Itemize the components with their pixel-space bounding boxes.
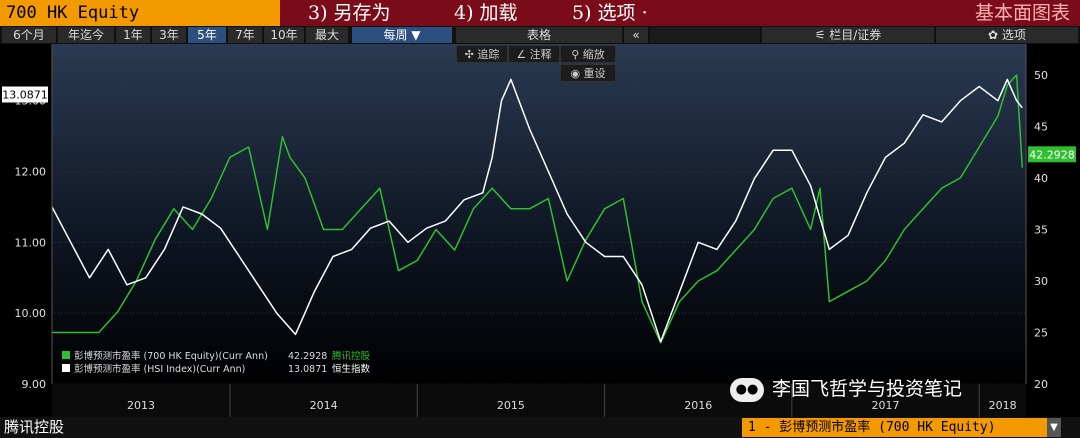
legend-swatch xyxy=(62,364,70,372)
series-line-tencent xyxy=(52,74,1024,344)
legend-label: 彭博预测市盈率 (HSI Index)(Curr Ann) xyxy=(74,363,245,375)
hsi-value-tag xyxy=(2,86,48,103)
columns-label: 栏目/证券 xyxy=(829,28,882,42)
period-toolbar: 6个月 年迄今 1年 3年 5年 7年 10年 最大 每周 ▼ 表格 « ⚟ 栏… xyxy=(0,26,1080,44)
right-tick-label: 30 xyxy=(1034,275,1048,288)
reset-icon: ◉ xyxy=(570,67,584,80)
left-tick-label: 11.00 xyxy=(15,236,47,249)
zoom-label: 缩放 xyxy=(582,48,605,61)
right-tick-label: 50 xyxy=(1034,69,1048,82)
menu-save-as[interactable]: 3) 另存为 xyxy=(308,2,391,24)
pen-icon: ∠ xyxy=(516,48,530,61)
table-button[interactable]: 表格 xyxy=(456,27,622,43)
x-tick-label: 2014 xyxy=(310,399,338,412)
company-name: 腾讯控股 xyxy=(4,418,65,436)
period-7y[interactable]: 7年 xyxy=(228,27,262,43)
watermark: ●● 李国飞哲学与投资笔记 xyxy=(730,372,962,406)
period-10y[interactable]: 10年 xyxy=(264,27,304,43)
ticker-label[interactable]: 700 HK Equity xyxy=(0,0,280,26)
legend-value: 13.0871 xyxy=(288,364,327,375)
series-selector[interactable]: 1 - 彭博预测市盈率 (700 HK Equity) xyxy=(742,418,1047,437)
status-bar: 腾讯控股 1 - 彭博预测市盈率 (700 HK Equity) ▼ xyxy=(0,417,1080,438)
watermark-text: 李国飞哲学与投资笔记 xyxy=(772,378,963,400)
collapse-button[interactable]: « xyxy=(624,27,648,43)
menu-load[interactable]: 4) 加载 xyxy=(454,2,518,24)
reset-tool[interactable]: ◉ 重设 xyxy=(560,64,616,82)
zoom-tool[interactable]: ⚲ 缩放 xyxy=(560,45,616,63)
period-5y[interactable]: 5年 xyxy=(188,27,226,43)
period-1y[interactable]: 1年 xyxy=(116,27,150,43)
series-line-hsi xyxy=(51,78,1023,343)
page-title: 基本面图表 xyxy=(974,2,1070,24)
gear-icon: ✿ xyxy=(988,28,1002,42)
right-tick-label: 40 xyxy=(1034,172,1048,185)
x-tick-label: 2016 xyxy=(684,399,712,412)
toolbar-spacer xyxy=(650,27,760,43)
magnifier-icon: ⚲ xyxy=(571,48,583,61)
chart-icon: ⚟ xyxy=(814,28,830,42)
legend-name: 腾讯控股 xyxy=(332,350,371,362)
wechat-icon: ●● xyxy=(730,377,764,402)
title-bar: 700 HK Equity 3) 另存为 4) 加载 5) 选项 · 基本面图表 xyxy=(0,0,1080,26)
plot-area xyxy=(52,44,1026,384)
annotate-label: 注释 xyxy=(529,48,552,61)
right-tick-label: 35 xyxy=(1034,223,1048,236)
left-tick-label: 12.00 xyxy=(15,166,47,179)
x-tick-label: 2013 xyxy=(127,399,155,412)
x-axis-band xyxy=(52,384,1026,417)
track-label: 追踪 xyxy=(477,48,500,61)
legend-swatch xyxy=(62,351,70,359)
x-tick-label: 2015 xyxy=(497,399,525,412)
menu-options[interactable]: 5) 选项 · xyxy=(572,2,648,24)
frequency-dropdown[interactable]: 每周 ▼ xyxy=(352,27,452,43)
options-label: 选项 xyxy=(1001,28,1026,42)
pe-line-chart: 9.0010.0011.0012.0013.002025303540455013… xyxy=(2,44,1076,417)
left-tick-label: 9.00 xyxy=(22,378,47,391)
x-tick-label: 2018 xyxy=(989,399,1017,412)
track-tool[interactable]: ✣ 追踪 xyxy=(456,45,508,63)
legend-value: 42.2928 xyxy=(288,351,327,362)
options-button[interactable]: ✿ 选项 xyxy=(936,27,1078,43)
legend-name: 恒生指数 xyxy=(332,363,371,375)
period-3y[interactable]: 3年 xyxy=(152,27,186,43)
hsi-value-tag-text: 13.0871 xyxy=(2,88,48,101)
reset-label: 重设 xyxy=(583,67,606,80)
tencent-value-tag xyxy=(1028,146,1076,163)
period-6m[interactable]: 6个月 xyxy=(2,27,56,43)
crosshair-icon: ✣ xyxy=(464,48,478,61)
x-tick-label: 2017 xyxy=(872,399,900,412)
annotate-tool[interactable]: ∠ 注释 xyxy=(508,45,560,63)
right-tick-label: 45 xyxy=(1034,120,1048,133)
left-tick-label: 10.00 xyxy=(15,307,47,320)
period-max[interactable]: 最大 xyxy=(306,27,348,43)
period-ytd[interactable]: 年迄今 xyxy=(58,27,114,43)
legend-label: 彭博预测市盈率 (700 HK Equity)(Curr Ann) xyxy=(74,350,268,362)
right-tick-label: 20 xyxy=(1034,378,1048,391)
chevron-down-icon[interactable]: ▼ xyxy=(1047,418,1061,437)
columns-securities-button[interactable]: ⚟ 栏目/证券 xyxy=(762,27,934,43)
tencent-value-tag-text: 42.2928 xyxy=(1029,148,1075,161)
right-tick-label: 25 xyxy=(1034,326,1048,339)
